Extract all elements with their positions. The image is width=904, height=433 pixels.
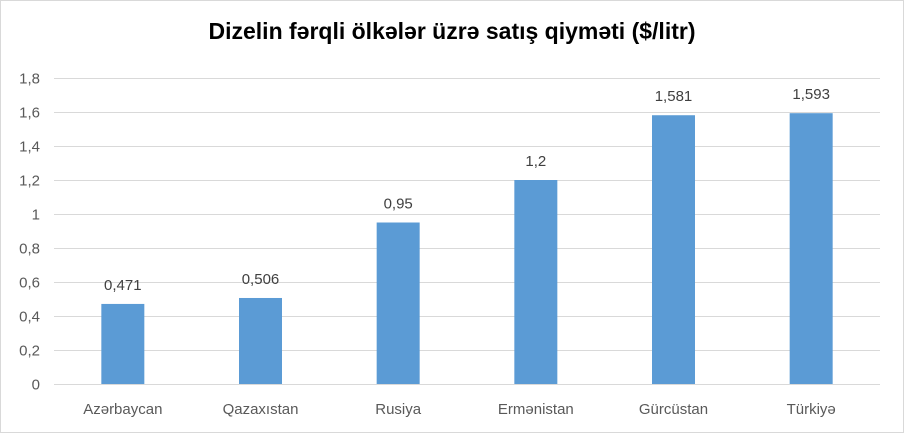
- y-tick-label: 1,6: [19, 105, 40, 122]
- data-label: 1,2: [525, 153, 546, 170]
- bar: [514, 180, 558, 384]
- y-tick-label: 1: [32, 207, 40, 224]
- data-label: 0,471: [104, 277, 142, 294]
- data-labels: 0,471 0,506 0,95 1,2 1,581 1,593: [104, 86, 830, 294]
- y-tick-label: 1,8: [19, 71, 40, 88]
- chart-title: Dizelin fərqli ölkələr üzrə satış qiymət…: [208, 18, 696, 44]
- data-label: 1,593: [792, 86, 830, 103]
- x-tick-label: Ermənistan: [498, 401, 574, 418]
- y-tick-label: 1,4: [19, 139, 40, 156]
- y-tick-label: 0,2: [19, 343, 40, 360]
- x-tick-label: Azərbaycan: [83, 401, 162, 418]
- bar: [101, 303, 145, 384]
- bar: [376, 222, 420, 384]
- x-tick-label: Türkiyə: [787, 401, 836, 418]
- bar: [652, 115, 695, 384]
- gridlines: [54, 78, 880, 385]
- x-tick-label: Rusiya: [375, 401, 422, 418]
- y-tick-label: 0: [32, 377, 40, 394]
- bars: [101, 113, 833, 384]
- y-axis-ticks: 0 0,2 0,4 0,6 0,8 1 1,2 1,4 1,6 1,8: [19, 71, 40, 394]
- x-axis-ticks: Azərbaycan Qazaxıstan Rusiya Ermənistan Gürc…: [83, 401, 836, 418]
- y-tick-label: 0,4: [19, 309, 40, 326]
- x-tick-label: Qazaxıstan: [223, 401, 299, 418]
- data-label: 0,506: [242, 271, 280, 288]
- bar: [789, 113, 833, 384]
- data-label: 1,581: [655, 88, 693, 105]
- data-label: 0,95: [384, 196, 413, 213]
- y-tick-label: 1,2: [19, 173, 40, 190]
- y-tick-label: 0,6: [19, 275, 40, 292]
- y-tick-label: 0,8: [19, 241, 40, 258]
- bar: [239, 297, 282, 384]
- x-tick-label: Gürcüstan: [639, 401, 708, 418]
